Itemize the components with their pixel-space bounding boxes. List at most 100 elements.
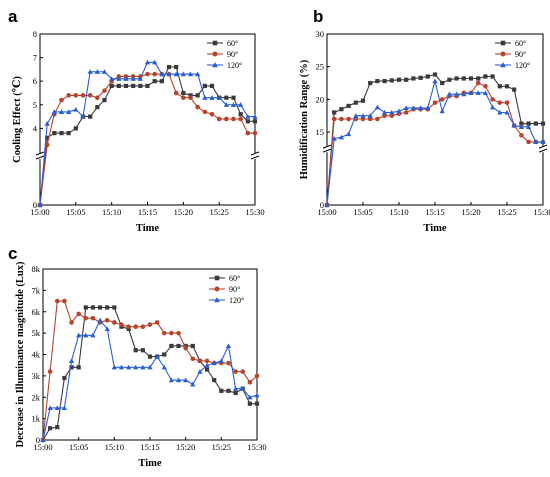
- axis-break-mark: [322, 144, 332, 149]
- data-point: [382, 113, 387, 119]
- data-point: [233, 390, 238, 396]
- legend-label: 120°: [227, 61, 242, 70]
- data-point: [147, 364, 153, 370]
- series-120°: [324, 78, 546, 208]
- data-point: [389, 113, 395, 119]
- data-point: [202, 95, 208, 100]
- data-point: [87, 69, 93, 74]
- data-point: [353, 100, 358, 105]
- data-point: [51, 109, 57, 114]
- data-point: [152, 79, 157, 84]
- axis-break-mark: [538, 148, 548, 153]
- data-point: [453, 91, 460, 97]
- data-point: [109, 83, 114, 89]
- data-point: [175, 377, 182, 383]
- data-point: [252, 113, 258, 119]
- data-point: [247, 394, 253, 400]
- x-tick-label: 15:05: [66, 207, 85, 217]
- y-tick-label: 7k: [32, 285, 41, 295]
- x-tick-label: 15:10: [389, 207, 408, 217]
- data-point: [446, 91, 453, 97]
- data-point: [133, 348, 138, 353]
- data-point: [396, 108, 402, 114]
- x-tick-label: 15:05: [353, 207, 372, 217]
- data-point: [180, 71, 186, 77]
- legend-marker: [212, 40, 218, 46]
- data-point: [533, 121, 538, 126]
- data-point: [104, 326, 110, 331]
- data-point: [212, 378, 217, 383]
- data-point: [476, 76, 481, 81]
- y-tick-label: 0: [36, 435, 40, 445]
- data-point: [112, 305, 117, 310]
- data-point: [353, 113, 359, 118]
- data-point: [187, 71, 194, 77]
- data-point: [44, 142, 50, 148]
- data-point: [55, 425, 60, 430]
- data-point: [219, 388, 224, 393]
- data-point: [152, 71, 157, 77]
- data-point: [195, 93, 200, 98]
- legend-label: 90°: [515, 50, 526, 59]
- x-tick-label: 15:00: [30, 207, 49, 217]
- data-point: [360, 113, 366, 118]
- data-point: [154, 320, 160, 325]
- data-point: [533, 139, 539, 144]
- data-point: [375, 78, 380, 84]
- data-point: [447, 77, 452, 82]
- x-tick-label: 15:30: [245, 207, 264, 217]
- data-point: [54, 405, 60, 411]
- data-point: [166, 64, 172, 70]
- data-point: [360, 116, 366, 122]
- data-point: [87, 93, 93, 98]
- data-point: [145, 83, 150, 89]
- data-point: [137, 76, 143, 81]
- data-point: [66, 93, 71, 98]
- data-point: [247, 401, 252, 406]
- legend-label: 60°: [515, 39, 526, 48]
- data-point: [76, 311, 81, 317]
- data-point: [183, 345, 188, 351]
- data-point: [59, 131, 64, 136]
- data-point: [116, 83, 121, 89]
- data-point: [374, 104, 381, 110]
- data-point: [254, 392, 260, 398]
- y-tick-label: 4k: [32, 350, 41, 360]
- legend-marker: [500, 62, 506, 68]
- data-point: [403, 110, 409, 115]
- series-120°: [37, 59, 258, 208]
- data-point: [76, 365, 81, 370]
- legend-marker: [500, 40, 506, 46]
- x-axis-title: Time: [136, 223, 159, 234]
- panel-label-c: c: [8, 244, 17, 263]
- data-point: [173, 71, 179, 77]
- data-point: [145, 71, 150, 77]
- series-90°: [37, 71, 258, 208]
- data-point: [83, 315, 89, 321]
- data-point: [519, 133, 524, 138]
- data-point: [223, 102, 229, 107]
- chart-c: 0 1k 2k 3k 4k 5k 6k 7k 8k 15:00 15:05 15:10 15:15 15:…: [15, 261, 267, 469]
- y-tick-label: 8: [33, 29, 37, 39]
- y-tick-label: 5k: [32, 328, 41, 338]
- data-point: [190, 343, 195, 349]
- legend-label: 90°: [229, 285, 240, 294]
- legend-marker: [212, 62, 218, 68]
- data-point: [483, 84, 488, 89]
- data-point: [518, 124, 525, 129]
- data-point: [483, 74, 488, 79]
- data-point: [97, 317, 103, 323]
- data-point: [245, 130, 251, 136]
- data-point: [47, 405, 53, 411]
- data-point: [90, 305, 96, 310]
- axis-break-gap: [539, 146, 547, 153]
- panel-label-a: a: [8, 7, 18, 26]
- y-axis-title: Humidification Range (%): [299, 59, 310, 179]
- data-point: [338, 134, 345, 140]
- data-point: [468, 76, 474, 81]
- data-point: [138, 83, 143, 89]
- x-tick-label: 15:30: [533, 207, 550, 217]
- x-tick-label: 15:15: [425, 207, 444, 217]
- axis-break-gap: [251, 152, 259, 159]
- data-point: [360, 98, 366, 103]
